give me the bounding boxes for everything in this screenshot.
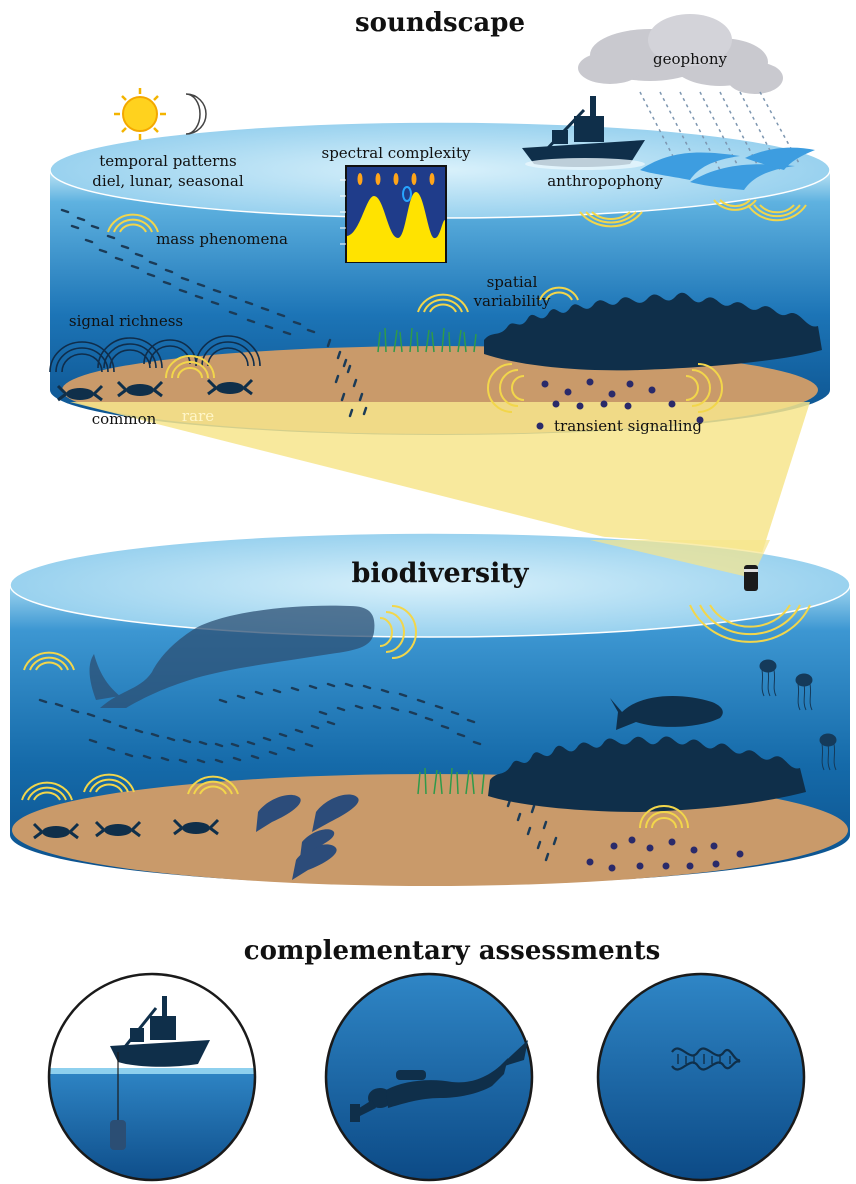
ship-icon (110, 996, 210, 1067)
label-geophony: geophony (653, 50, 727, 68)
lobster-icon (32, 818, 220, 840)
spatial-sound-arcs (417, 286, 579, 313)
label-signal-richness: signal richness (69, 312, 183, 330)
lobster-sound-arcs (21, 773, 239, 801)
assessment-ship-circle (47, 972, 257, 1182)
seagrass-icon (377, 327, 477, 353)
hydrophone-sound-arcs (689, 604, 811, 643)
whale-sound-arcs (379, 605, 417, 659)
rain-icon (639, 91, 801, 171)
tuna-icon (610, 696, 723, 730)
title-complementary: complementary assessments (244, 936, 661, 966)
spectrogram-icon (340, 165, 447, 263)
assessment-diver-circle (324, 972, 534, 1182)
water-surface-bottom (9, 532, 851, 638)
title-soundscape: soundscape (355, 8, 525, 38)
label-spatial-2: variability (473, 292, 551, 310)
fish-school-icon (38, 682, 558, 862)
dna-icon (671, 1047, 741, 1071)
cloud-icon (578, 14, 783, 94)
jellyfish-icon (759, 659, 837, 771)
lobster-icon (56, 378, 254, 402)
squid-icon (256, 794, 359, 880)
title-biodiversity: biodiversity (352, 558, 530, 589)
urchin-icon (536, 378, 704, 430)
label-rare: rare (182, 407, 214, 425)
label-transient: transient signalling (554, 417, 702, 435)
ship-icon (522, 96, 645, 170)
urchin-sound-arcs (639, 805, 689, 829)
sun-icon (114, 88, 166, 140)
wave-icon (640, 147, 815, 190)
hydrophone-icon (744, 565, 758, 591)
assessment-dna-circle (596, 972, 806, 1182)
left-sound-arcs (23, 651, 75, 671)
mass-phenomena-sound-arcs (107, 213, 159, 233)
label-temporal-2: diel, lunar, seasonal (92, 172, 244, 190)
label-mass-phenomena: mass phenomena (156, 230, 288, 248)
anthropophony-sound-arcs (579, 199, 807, 228)
label-spectral: spectral complexity (322, 144, 472, 162)
fish-school-icon (60, 208, 368, 418)
coral-reef-icon (484, 292, 822, 371)
label-temporal-1: temporal patterns (99, 152, 236, 170)
detection-beam (70, 402, 810, 575)
whale-icon (89, 605, 375, 708)
transient-sound-arcs (487, 363, 723, 413)
signal-richness-arcs (49, 335, 261, 379)
seagrass-icon (417, 767, 485, 795)
diver-icon (350, 1040, 528, 1122)
coral-reef-icon (488, 736, 806, 812)
label-spatial-1: spatial (487, 273, 538, 291)
label-common: common (92, 410, 157, 428)
urchin-icon (586, 836, 744, 872)
hydrophone-icon (110, 1120, 126, 1150)
moon-icon (185, 93, 207, 135)
label-anthropophony: anthropophony (547, 172, 663, 190)
